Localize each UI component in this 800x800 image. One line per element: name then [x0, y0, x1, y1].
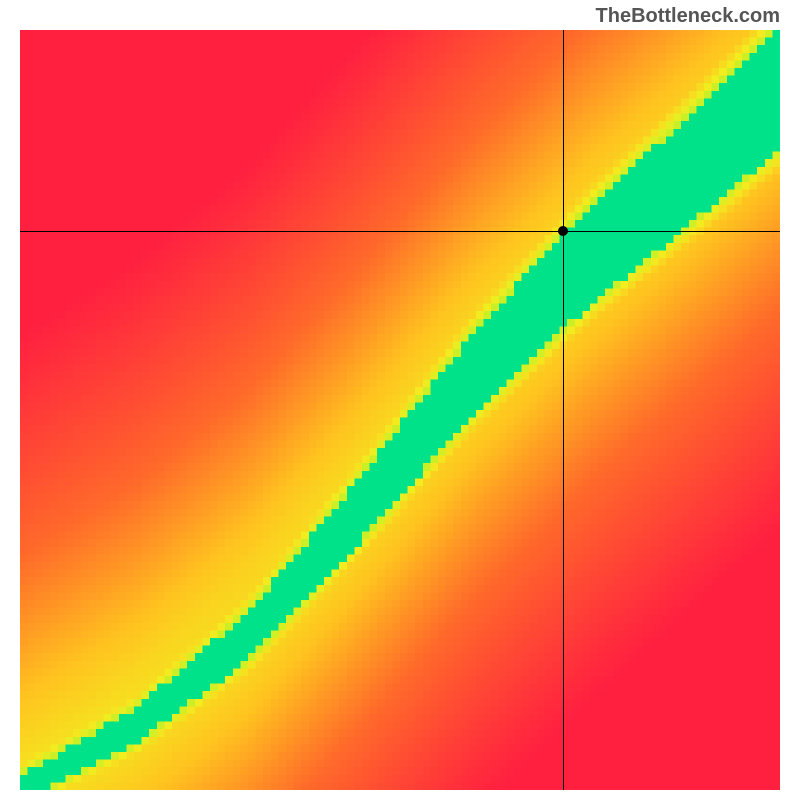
bottleneck-heatmap	[20, 30, 780, 790]
crosshair-horizontal	[20, 231, 780, 232]
crosshair-vertical	[563, 30, 564, 790]
watermark-text: TheBottleneck.com	[596, 5, 780, 28]
heatmap-canvas	[20, 30, 780, 790]
marker-dot	[558, 226, 568, 236]
